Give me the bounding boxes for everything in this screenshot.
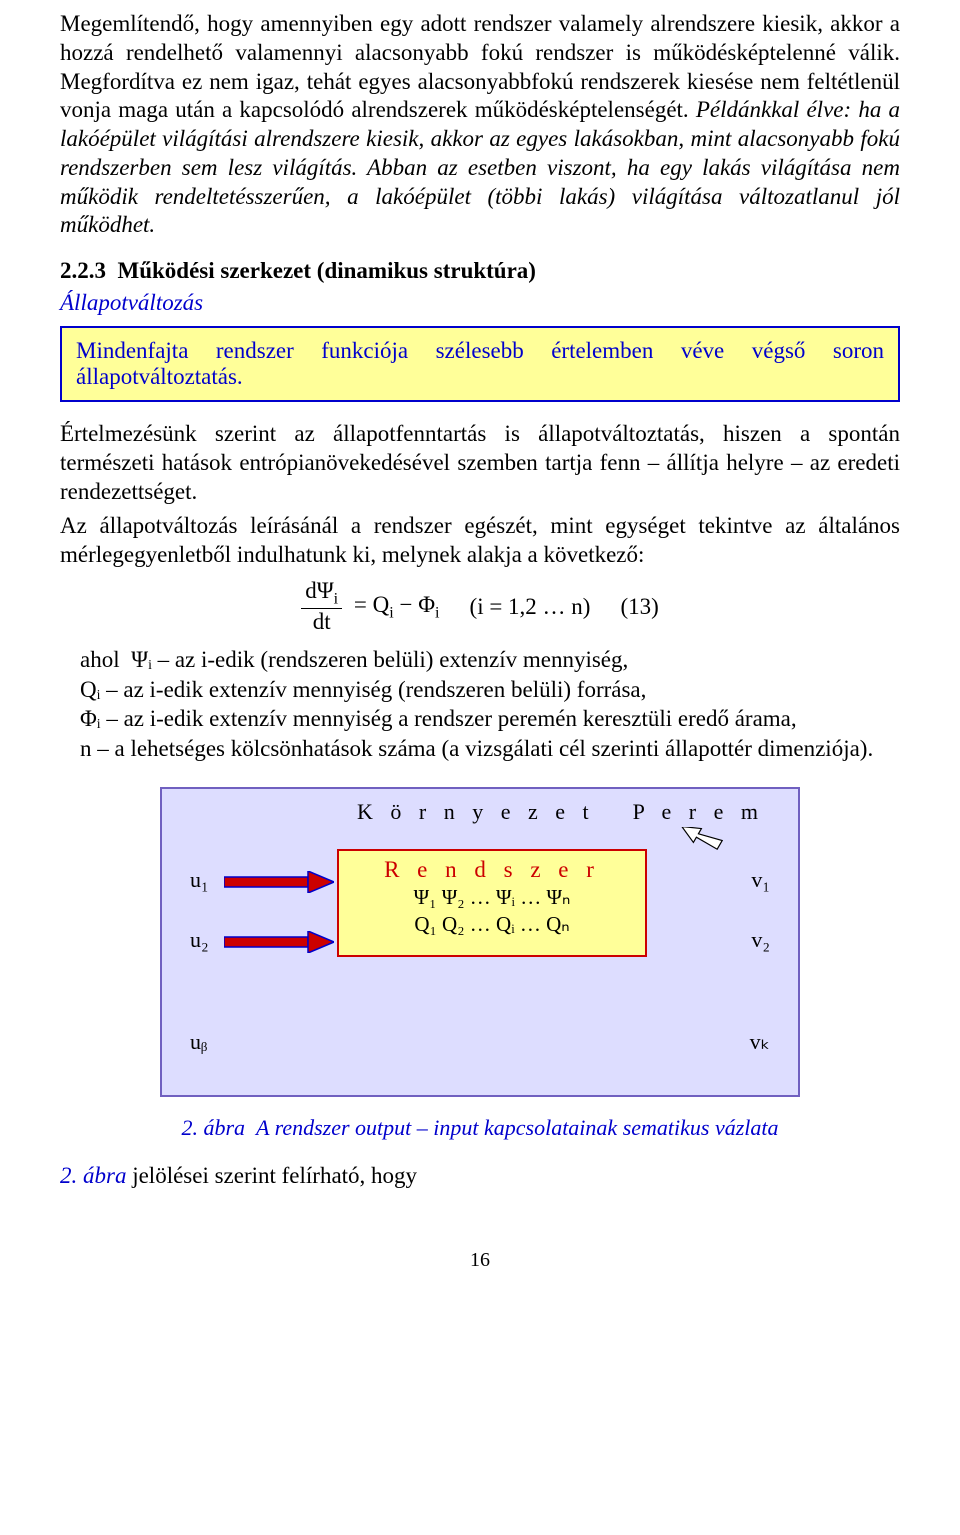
section-heading: 2.2.3 Működési szerkezet (dinamikus stru…	[60, 258, 900, 284]
equation-13: dΨi dt = Qi − Φi (i = 1,2 … n) (13)	[60, 578, 900, 636]
u2-arrow-icon	[224, 931, 334, 953]
def-3: Φᵢ – az i-edik extenzív mennyiség a rend…	[60, 704, 900, 733]
eq-q: Q	[373, 592, 390, 617]
figure-ref-blue: 2. ábra	[60, 1163, 126, 1188]
figure-reference-line: 2. ábra jelölései szerint felírható, hog…	[60, 1163, 900, 1189]
perem-label: P e r e m	[633, 799, 764, 825]
callout-box: Mindenfajta rendszer funkciója szélesebb…	[60, 326, 900, 402]
eq-phi: Φ	[418, 592, 435, 617]
u2-label: u₂	[190, 927, 209, 953]
env-label: K ö r n y e z e t	[357, 799, 595, 825]
caption-number: 2. ábra	[181, 1115, 245, 1140]
def-4: n – a lehetséges kölcsönhatások száma (a…	[60, 734, 900, 763]
vk-label: vₖ	[750, 1029, 770, 1055]
page-number: 16	[60, 1249, 900, 1272]
psi-row: Ψ₁ Ψ₂ … Ψᵢ … Ψₙ	[339, 885, 645, 910]
equation-lhs: dΨi dt = Qi − Φi	[301, 578, 439, 636]
eq-num-sub: i	[334, 590, 338, 607]
eq-num: dΨ	[305, 578, 333, 603]
figure-caption: 2. ábra A rendszer output – input kapcso…	[60, 1115, 900, 1141]
paragraph-1: Megemlítendő, hogy amennyiben egy adott …	[60, 10, 900, 240]
section-number: 2.2.3	[60, 258, 106, 283]
ub-label: uᵦ	[190, 1029, 207, 1055]
def-1: Ψᵢ – az i-edik (rendszeren belüli) exten…	[131, 647, 628, 672]
u1-label: u₁	[190, 867, 209, 893]
defs-lead: ahol	[80, 647, 120, 672]
paragraph-2: Értelmezésünk szerint az állapotfenntart…	[60, 420, 900, 506]
caption-text: A rendszer output – input kapcsolatainak…	[256, 1115, 778, 1140]
v1-label: v₁	[751, 867, 770, 893]
u1-arrow-icon	[224, 871, 334, 893]
inner-system-title: R e n d s z e r	[339, 857, 645, 883]
perem-arrow-icon	[677, 827, 723, 857]
equation-condition: (i = 1,2 … n)	[470, 594, 591, 620]
q-row: Q₁ Q₂ … Qᵢ … Qₙ	[339, 912, 645, 937]
diagram-container: K ö r n y e z e t P e r e m R e n d s z …	[160, 787, 800, 1097]
definitions-block: ahol Ψᵢ – az i-edik (rendszeren belüli) …	[60, 645, 900, 763]
equation-number: (13)	[620, 594, 658, 620]
def-2: Qᵢ – az i-edik extenzív mennyiség (rends…	[60, 675, 900, 704]
section-title: Működési szerkezet (dinamikus struktúra)	[118, 258, 536, 283]
system-diagram: K ö r n y e z e t P e r e m R e n d s z …	[160, 787, 800, 1097]
paragraph-3: Az állapotváltozás leírásánál a rendszer…	[60, 512, 900, 570]
subheading: Állapotváltozás	[60, 290, 900, 316]
eq-den: dt	[309, 609, 335, 635]
figure-ref-rest: jelölései szerint felírható, hogy	[126, 1163, 417, 1188]
inner-system-box: R e n d s z e r Ψ₁ Ψ₂ … Ψᵢ … Ψₙ Q₁ Q₂ … …	[337, 849, 647, 957]
v2-label: v₂	[751, 927, 770, 953]
